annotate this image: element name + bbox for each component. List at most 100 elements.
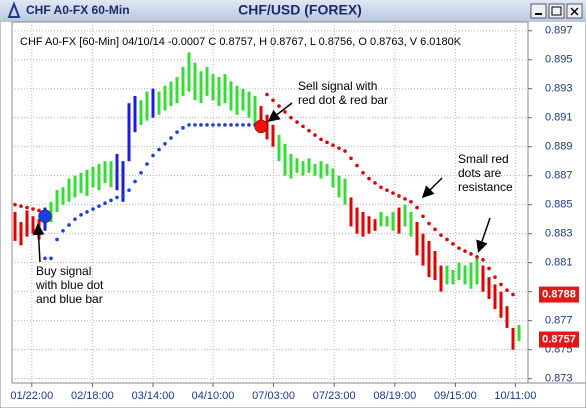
indicator-dot bbox=[97, 204, 101, 208]
indicator-dot bbox=[181, 126, 185, 130]
indicator-dot bbox=[163, 141, 167, 146]
indicator-dot bbox=[301, 124, 305, 129]
indicator-dot bbox=[139, 170, 143, 175]
price-bar bbox=[313, 164, 317, 176]
price-bar bbox=[139, 100, 143, 125]
price-bar bbox=[325, 164, 329, 176]
price-bar bbox=[187, 52, 191, 92]
indicator-dot bbox=[79, 213, 83, 217]
price-bar bbox=[247, 91, 251, 118]
price-bar bbox=[397, 207, 401, 234]
x-tick-label: 01/22:00 bbox=[10, 390, 53, 402]
price-bar bbox=[439, 265, 443, 292]
x-tick-label: 03/14:00 bbox=[132, 390, 175, 402]
price-bar bbox=[223, 74, 227, 104]
price-bar bbox=[391, 211, 395, 231]
indicator-dot bbox=[403, 197, 407, 201]
price-bar bbox=[55, 190, 59, 212]
indicator-dot bbox=[511, 292, 515, 297]
annotation: Sell signal with bbox=[298, 79, 377, 93]
indicator-dot bbox=[505, 288, 509, 293]
x-tick-label: 07/03:00 bbox=[252, 390, 295, 402]
y-tick-label: 0.887 bbox=[545, 170, 573, 182]
price-marker bbox=[539, 331, 579, 348]
indicator-dot bbox=[457, 246, 461, 250]
annotation: resistance bbox=[458, 180, 513, 194]
indicator-dot bbox=[91, 207, 95, 211]
indicator-dot bbox=[499, 282, 503, 287]
indicator-dot bbox=[241, 123, 245, 127]
x-tick-label: 02/18:00 bbox=[71, 390, 114, 402]
indicator-dot bbox=[283, 110, 287, 114]
price-bar bbox=[259, 106, 263, 133]
price-bar bbox=[193, 62, 197, 101]
maximize-button[interactable] bbox=[548, 3, 565, 19]
price-bar bbox=[301, 161, 305, 176]
indicator-dot bbox=[313, 133, 317, 137]
arrow bbox=[267, 102, 293, 122]
indicator-dot bbox=[187, 123, 191, 127]
indicator-dot bbox=[349, 156, 353, 161]
indicator-dot bbox=[493, 275, 497, 279]
annotation-arrows bbox=[32, 102, 491, 263]
minimize-button[interactable] bbox=[530, 3, 547, 19]
signal-dot bbox=[38, 209, 52, 224]
x-tick-label: 07/23:00 bbox=[313, 390, 356, 402]
price-bar bbox=[283, 143, 287, 176]
price-bar bbox=[271, 124, 275, 147]
price-bar bbox=[79, 172, 83, 194]
price-bar bbox=[373, 219, 377, 231]
indicator-dot bbox=[193, 123, 197, 127]
price-bar bbox=[115, 153, 119, 191]
price-bar bbox=[199, 71, 203, 104]
price-bar bbox=[151, 88, 155, 118]
arrow bbox=[32, 223, 45, 263]
price-bar bbox=[85, 169, 89, 196]
indicator-dot bbox=[463, 249, 467, 253]
indicator-dot bbox=[391, 191, 395, 195]
indicator-dot bbox=[445, 237, 449, 242]
price-bar bbox=[469, 262, 473, 289]
price-bar bbox=[337, 175, 341, 198]
indicator-dot bbox=[61, 228, 65, 233]
y-tick-label: 0.897 bbox=[545, 25, 573, 37]
price-bar bbox=[145, 91, 149, 121]
price-bar bbox=[445, 265, 449, 285]
indicator-dot bbox=[55, 237, 59, 242]
indicator-dot bbox=[343, 149, 347, 153]
indicator-dot bbox=[175, 130, 179, 134]
title-bar bbox=[0, 0, 586, 22]
indicator-dot bbox=[67, 223, 71, 227]
price-bar bbox=[421, 233, 425, 266]
indicator-dot bbox=[157, 147, 161, 152]
price-bar bbox=[379, 211, 383, 227]
price-bar bbox=[109, 161, 113, 188]
price-bar bbox=[277, 135, 281, 162]
price-marker bbox=[539, 286, 579, 303]
indicator-dot bbox=[85, 210, 89, 214]
indicator-dot bbox=[31, 207, 35, 211]
price-bar bbox=[319, 161, 323, 179]
y-tick-label: 0.883 bbox=[545, 228, 573, 240]
price-bar bbox=[103, 161, 107, 183]
window-title: CHF A0-FX 60-Min bbox=[26, 3, 130, 17]
x-tick-label: 09/15:00 bbox=[434, 390, 477, 402]
indicator-dot bbox=[355, 163, 359, 168]
indicator-dot bbox=[145, 162, 149, 166]
price-bar bbox=[67, 178, 71, 202]
y-tick-label: 0.893 bbox=[545, 83, 573, 95]
window-buttons[interactable] bbox=[530, 3, 583, 19]
price-bar bbox=[511, 327, 515, 350]
price-bar bbox=[499, 291, 503, 318]
indicator-dot bbox=[121, 194, 125, 198]
indicator-dot bbox=[415, 205, 419, 210]
indicator-dot bbox=[331, 143, 335, 148]
x-tick-label: 10/11:00 bbox=[494, 390, 536, 402]
plot: 0.8730.8750.8770.8790.8810.8830.8850.887… bbox=[10, 22, 573, 402]
indicator-dot bbox=[223, 123, 227, 127]
price-bar bbox=[415, 222, 419, 256]
indicator-dot bbox=[199, 123, 203, 127]
price-bar bbox=[403, 204, 407, 227]
price-bar bbox=[97, 164, 101, 191]
price-bar bbox=[457, 262, 461, 281]
